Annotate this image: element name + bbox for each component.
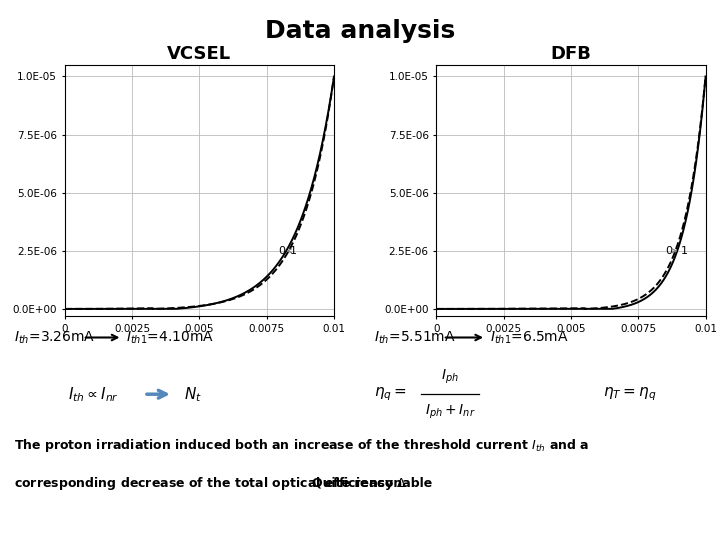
Text: corresponding decrease of the total optical efficiency $\Delta$: corresponding decrease of the total opti… xyxy=(14,475,408,492)
Text: $I_{th}$=3.26mA: $I_{th}$=3.26mA xyxy=(14,329,96,346)
Text: $I_{th}$$\propto$$I_{nr}$: $I_{th}$$\propto$$I_{nr}$ xyxy=(68,385,119,403)
Text: 0: 0 xyxy=(665,246,672,256)
Text: Data analysis: Data analysis xyxy=(265,19,455,43)
Title: DFB: DFB xyxy=(551,45,591,63)
Text: The proton irradiation induced both an increase of the threshold current $I_{th}: The proton irradiation induced both an i… xyxy=(14,437,590,454)
Text: $I_{th1}$=6.5mA: $I_{th1}$=6.5mA xyxy=(490,329,568,346)
Text: $N_t$: $N_t$ xyxy=(184,385,202,403)
Text: $\eta_q =$: $\eta_q =$ xyxy=(374,386,407,403)
Text: 1: 1 xyxy=(289,246,297,256)
Text: $\eta_T = \eta_q$: $\eta_T = \eta_q$ xyxy=(603,386,657,403)
Text: $I_{th1}$=4.10mA: $I_{th1}$=4.10mA xyxy=(126,329,214,346)
Text: $I_{th}$=5.51mA: $I_{th}$=5.51mA xyxy=(374,329,456,346)
Text: $I_{ph} + I_{nr}$: $I_{ph} + I_{nr}$ xyxy=(425,402,475,421)
Text: $I_{ph}$: $I_{ph}$ xyxy=(441,368,459,386)
Title: VCSEL: VCSEL xyxy=(167,45,232,63)
Text: 1: 1 xyxy=(680,246,688,256)
Text: Quite reasonable: Quite reasonable xyxy=(312,477,433,490)
Text: 0: 0 xyxy=(279,246,286,256)
